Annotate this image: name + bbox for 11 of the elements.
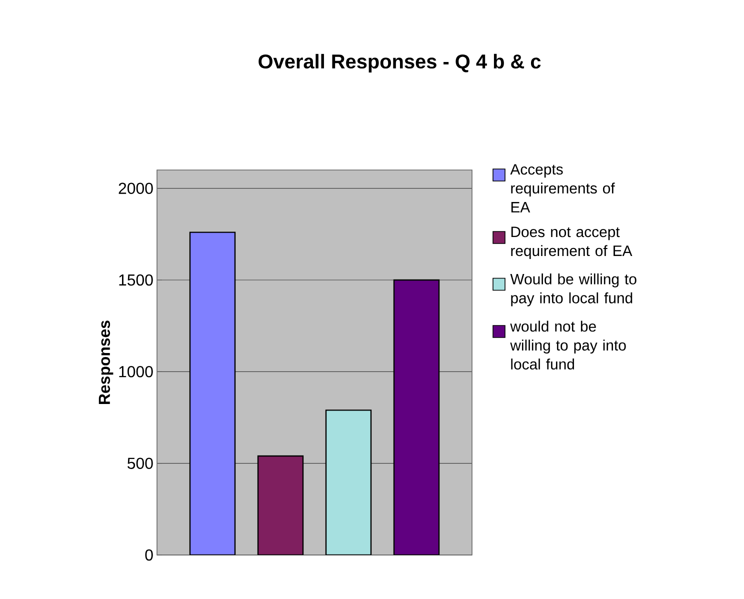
legend-label: Would be willing to pay into local fund: [510, 273, 636, 306]
chart-title: Overall Responses - Q 4 b & c: [258, 54, 541, 73]
y-tick-label: 0: [145, 549, 153, 561]
legend-label: Accepts requirements of EA: [510, 164, 615, 212]
y-tick-label: 500: [128, 458, 153, 469]
y-tick-label: 1000: [119, 366, 153, 378]
y-tick-label: 2000: [118, 182, 153, 194]
y-tick-label: 1500: [119, 274, 153, 286]
legend-label: would not be willing to pay into local fund: [510, 320, 626, 370]
y-axis-title: Responses: [98, 320, 114, 404]
legend-label: Does not accept requirement of EA: [511, 226, 632, 260]
